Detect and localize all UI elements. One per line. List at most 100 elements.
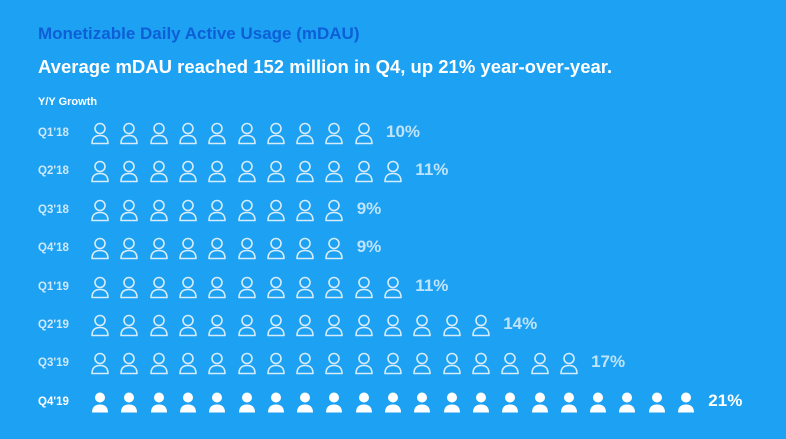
chart-title: Monetizable Daily Active Usage (mDAU) [38, 24, 360, 43]
person-icon [323, 390, 345, 416]
person-icon [265, 159, 287, 185]
person-icon [294, 313, 316, 339]
chart-row: Q4'18 9% [0, 233, 786, 263]
person-icon [499, 390, 521, 416]
chart-row: Q1'19 11% [0, 272, 786, 302]
person-icon [323, 159, 345, 185]
data-label: 14% [503, 314, 538, 333]
person-icon [236, 351, 258, 377]
person-icon [118, 351, 140, 377]
category-label: Q3'19 [38, 357, 69, 370]
person-icon [587, 390, 609, 416]
person-icon [470, 351, 492, 377]
person-icon [89, 159, 111, 185]
person-icon [353, 313, 375, 339]
category-label: Q2'18 [38, 165, 69, 178]
person-icon [148, 236, 170, 262]
person-icon [323, 236, 345, 262]
chart-row: Q3'18 9% [0, 195, 786, 225]
person-icon [265, 275, 287, 301]
person-icon [148, 313, 170, 339]
person-icon [118, 390, 140, 416]
person-icon [382, 313, 404, 339]
data-label: 9% [356, 198, 382, 218]
person-icon [236, 198, 258, 224]
person-icon [382, 390, 404, 416]
person-icon [148, 390, 170, 416]
person-icon [265, 236, 287, 262]
person-icon [323, 351, 345, 377]
person-icon [323, 198, 345, 224]
person-icon [265, 198, 287, 224]
person-icon [499, 351, 521, 377]
person-icon [118, 275, 140, 301]
category-label: Q1'19 [38, 280, 69, 293]
chart-row: Q2'18 11% [0, 156, 786, 186]
person-icon [206, 159, 228, 185]
category-label: Q2'19 [38, 319, 69, 331]
person-icon [89, 275, 111, 301]
person-icon [265, 390, 287, 416]
person-icon [558, 351, 580, 377]
person-icon [441, 351, 463, 377]
person-icon [177, 159, 199, 185]
person-icon [382, 159, 404, 185]
person-icon [441, 390, 463, 416]
data-label: 17% [591, 352, 626, 372]
person-icon [177, 313, 199, 339]
person-icon [323, 313, 345, 339]
person-icon [294, 351, 316, 377]
person-icon [118, 313, 140, 339]
category-label: Q4'18 [38, 242, 69, 255]
person-icon [353, 159, 375, 185]
person-icon [177, 275, 199, 301]
y-axis-label: Y/Y Growth [38, 96, 98, 108]
person-icon [470, 390, 492, 416]
person-icon [294, 121, 316, 147]
chart-subtitle: Average mDAU reached 152 million in Q4, … [38, 56, 613, 77]
person-icon [148, 198, 170, 224]
person-icon [294, 236, 316, 262]
person-icon [294, 390, 316, 416]
person-icon [206, 121, 228, 147]
person-icon [236, 313, 258, 339]
category-label: Q1'18 [38, 127, 69, 139]
person-icon [177, 236, 199, 262]
person-icon [441, 313, 463, 339]
person-icon [382, 275, 404, 301]
data-label: 11% [415, 160, 449, 180]
person-icon [89, 121, 111, 147]
person-icon [353, 275, 375, 301]
category-label: Q4'19 [38, 395, 69, 408]
person-icon [148, 351, 170, 377]
person-icon [89, 313, 111, 339]
person-icon [236, 390, 258, 416]
person-icon [148, 159, 170, 185]
person-icon [236, 159, 258, 185]
data-label: 11% [415, 275, 449, 295]
person-icon [206, 236, 228, 262]
person-icon [558, 390, 580, 416]
person-icon [470, 313, 492, 339]
person-icon [236, 236, 258, 262]
person-icon [236, 121, 258, 147]
chart-row: Q1'18 10% [0, 118, 786, 148]
person-icon [89, 198, 111, 224]
person-icon [529, 351, 551, 377]
person-icon [529, 390, 551, 416]
person-icon [118, 159, 140, 185]
person-icon [294, 198, 316, 224]
data-label: 9% [356, 237, 382, 257]
person-icon [616, 390, 638, 416]
person-icon [294, 275, 316, 301]
person-icon [353, 121, 375, 147]
person-icon [353, 390, 375, 416]
person-icon [206, 313, 228, 339]
person-icon [646, 390, 668, 416]
person-icon [236, 275, 258, 301]
person-icon [148, 275, 170, 301]
person-icon [411, 351, 433, 377]
person-icon [353, 351, 375, 377]
person-icon [177, 121, 199, 147]
person-icon [206, 390, 228, 416]
